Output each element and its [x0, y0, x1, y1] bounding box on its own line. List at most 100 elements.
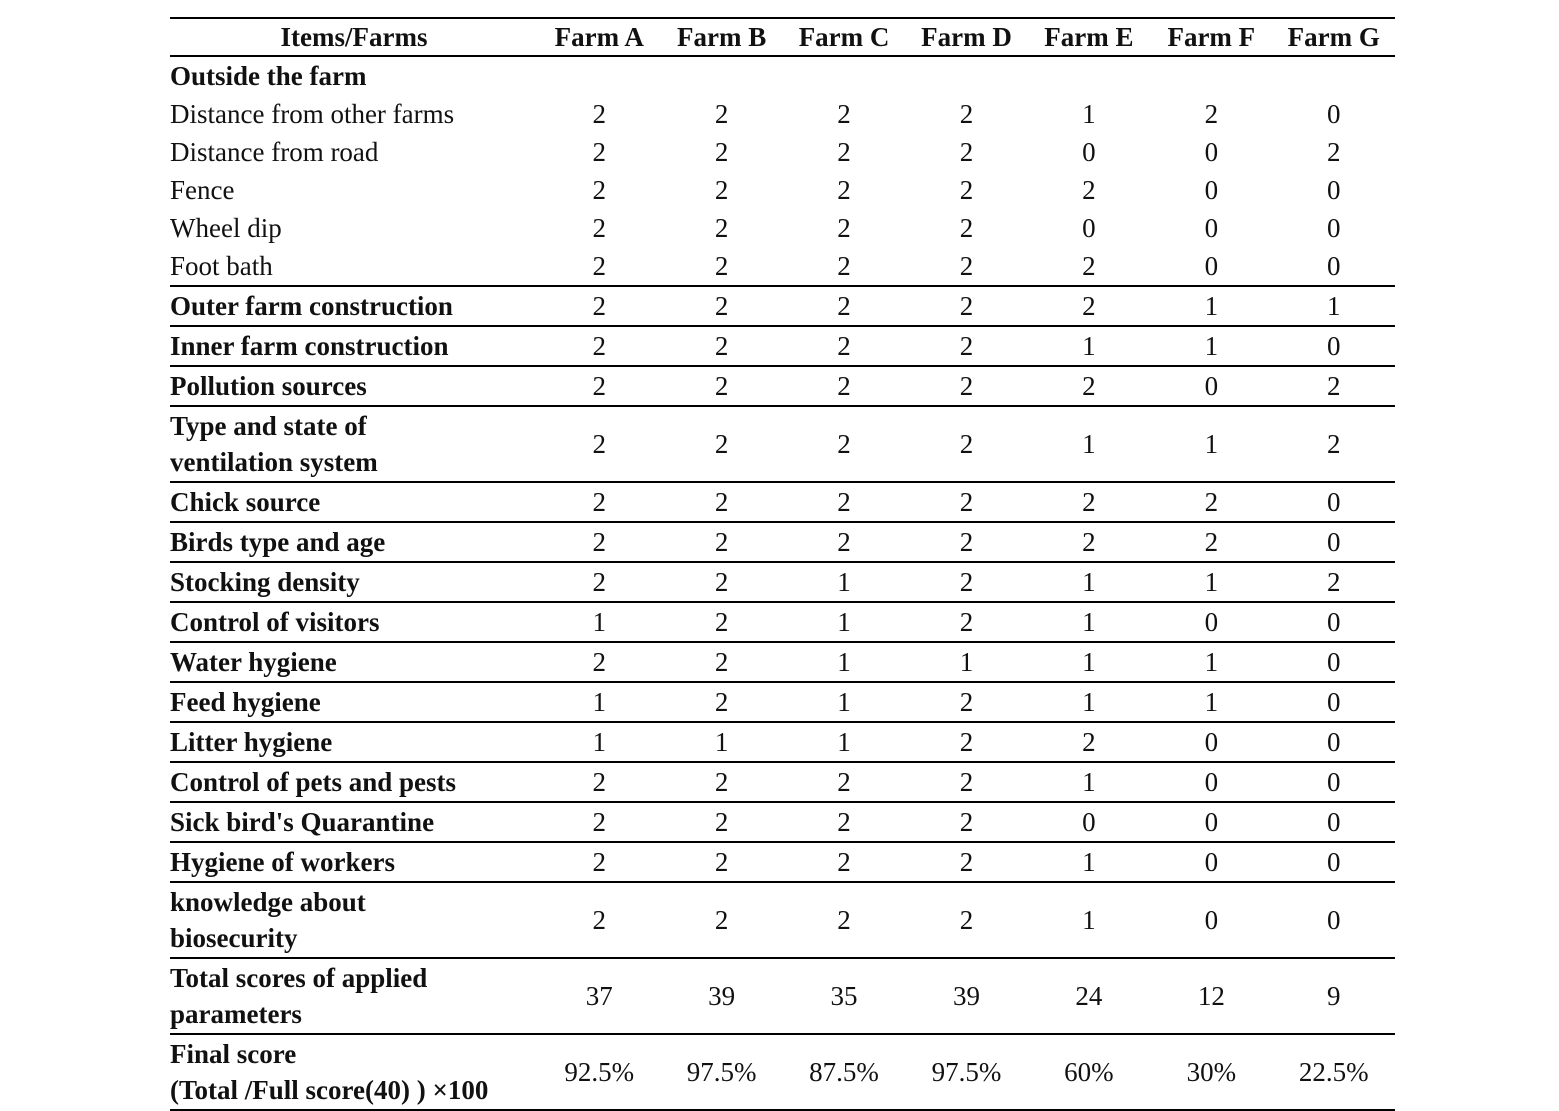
- score-cell: 1: [1272, 286, 1395, 327]
- row-label: knowledge about biosecurity: [170, 882, 538, 959]
- row-label: Total scores of applied parameters: [170, 958, 538, 1035]
- label-line: ventilation system: [170, 447, 378, 477]
- label-line: Wheel dip: [170, 213, 282, 243]
- score-cell: 0: [1150, 762, 1273, 803]
- table-body: Outside the farm Distance from other farm…: [170, 56, 1395, 1111]
- score-cell: 0: [1082, 213, 1096, 243]
- score-cell: 0: [1204, 137, 1219, 167]
- score-cell: 0: [1204, 213, 1219, 243]
- score-cell: 2: [837, 99, 851, 129]
- score-cell: 2: [660, 326, 783, 367]
- score-cell: 1: [1150, 682, 1273, 723]
- header-cell: Farm C: [782, 17, 906, 57]
- score-cell: 1: [1150, 642, 1273, 683]
- table-row: Type and state of ventilation system 2 2 2 2 1…: [170, 406, 1395, 483]
- score-cell: 39: [905, 958, 1028, 1035]
- row-label: Distance from road: [170, 133, 538, 171]
- row-label: Sick bird's Quarantine: [170, 802, 538, 843]
- label-line: Water hygiene: [170, 647, 337, 677]
- score-cell: 1: [660, 722, 783, 763]
- score-cell: 2: [959, 99, 974, 129]
- table-row: Wheel dip 2 2 2 2 0 0 0: [170, 209, 1395, 247]
- score-cell: 0: [1327, 99, 1341, 129]
- header-cell: Items/Farms: [170, 17, 538, 57]
- score-cell: 2: [538, 762, 661, 803]
- score-cell: 9: [1272, 958, 1395, 1035]
- label-line: Final score: [170, 1039, 297, 1069]
- score-cell: 2: [660, 762, 783, 803]
- row-label: Outer farm construction: [170, 286, 538, 327]
- label-line: Hygiene of workers: [170, 847, 395, 877]
- row-label: Distance from other farms: [170, 95, 538, 133]
- score-cell: 0: [1204, 175, 1219, 205]
- label-line: Inner farm construction: [170, 331, 449, 361]
- score-cell: 1: [1027, 842, 1151, 883]
- score-cell: 2: [714, 213, 729, 243]
- table-row: Pollution sources 2 2 2 2 2 0 2: [170, 366, 1395, 407]
- score-cell: 2: [714, 137, 729, 167]
- score-cell: 2: [905, 366, 1028, 407]
- score-cell: 2: [538, 842, 661, 883]
- row-label: Stocking density: [170, 562, 538, 603]
- score-cell: 1: [1082, 99, 1096, 129]
- label-line: (Total /Full score(40) ) ×100: [170, 1075, 489, 1105]
- score-cell: 2: [905, 247, 1028, 287]
- row-label: Inner farm construction: [170, 326, 538, 367]
- row-label: Type and state of ventilation system: [170, 406, 538, 483]
- table-row: Distance from road 2 2 2 2 0 0 2: [170, 133, 1395, 171]
- label-line: Birds type and age: [170, 527, 386, 557]
- table-row: Water hygiene 2 2 1 1 1 1 0: [170, 642, 1395, 683]
- table-row: Feed hygiene 1 2 1 2 1 1 0: [170, 682, 1395, 723]
- header-cell: Farm G: [1272, 17, 1395, 57]
- score-cell: 2: [660, 482, 783, 523]
- table-row: Stocking density 2 2 1 2 1 1 2: [170, 562, 1395, 603]
- header-row: Items/Farms Farm A Farm B Farm C Farm D Farm …: [170, 17, 1395, 57]
- label-line: biosecurity: [170, 923, 298, 953]
- score-cell: 2: [837, 213, 851, 243]
- score-cell: 2: [782, 406, 906, 483]
- score-cell: 2: [1027, 482, 1151, 523]
- score-cell: 2: [592, 99, 606, 129]
- score-cell: 2: [782, 762, 906, 803]
- score-cell: 0: [1272, 682, 1395, 723]
- score-cell: 2: [1027, 722, 1151, 763]
- score-cell: 2: [660, 642, 783, 683]
- label-line: Control of pets and pests: [170, 767, 457, 797]
- score-table: Items/Farms Farm A Farm B Farm C Farm D Farm …: [170, 17, 1395, 1111]
- score-cell: 0: [1327, 175, 1341, 205]
- row-label: Control of visitors: [170, 602, 538, 643]
- score-cell: 0: [1082, 137, 1096, 167]
- score-cell: 2: [782, 326, 906, 367]
- table-row: Distance from other farms 2 2 2 2 1 2 0: [170, 95, 1395, 133]
- score-cell: 2: [538, 286, 661, 327]
- row-label: Pollution sources: [170, 366, 538, 407]
- table-row: Sick bird's Quarantine 2 2 2 2 0 0 0: [170, 802, 1395, 843]
- label-line: Distance from other farms: [170, 99, 455, 129]
- score-cell: 1: [1027, 562, 1151, 603]
- score-cell: 2: [1027, 522, 1151, 563]
- score-cell: 2: [1272, 366, 1395, 407]
- score-cell: 2: [905, 482, 1028, 523]
- score-cell: 0: [1150, 882, 1273, 959]
- table-row: Final score (Total /Full score(40) ) ×100…: [170, 1034, 1395, 1111]
- header-cell: Farm A: [538, 17, 661, 57]
- row-label: Wheel dip: [170, 209, 538, 247]
- score-cell: 1: [1027, 406, 1151, 483]
- row-label: Chick source: [170, 482, 538, 523]
- score-cell: 60%: [1027, 1034, 1151, 1111]
- score-cell: 0: [1272, 326, 1395, 367]
- score-cell: 2: [660, 522, 783, 563]
- label-line: Outer farm construction: [170, 291, 453, 321]
- row-label: Feed hygiene: [170, 682, 538, 723]
- score-cell: 12: [1150, 958, 1273, 1035]
- score-cell: 0: [1272, 482, 1395, 523]
- score-cell: 2: [660, 842, 783, 883]
- score-cell: 0: [1272, 602, 1395, 643]
- score-cell: 2: [538, 522, 661, 563]
- score-cell: 2: [905, 562, 1028, 603]
- label-line: Total scores of applied: [170, 963, 428, 993]
- score-cell: 1: [782, 682, 906, 723]
- score-cell: 1: [782, 642, 906, 683]
- table-row: Control of visitors 1 2 1 2 1 0 0: [170, 602, 1395, 643]
